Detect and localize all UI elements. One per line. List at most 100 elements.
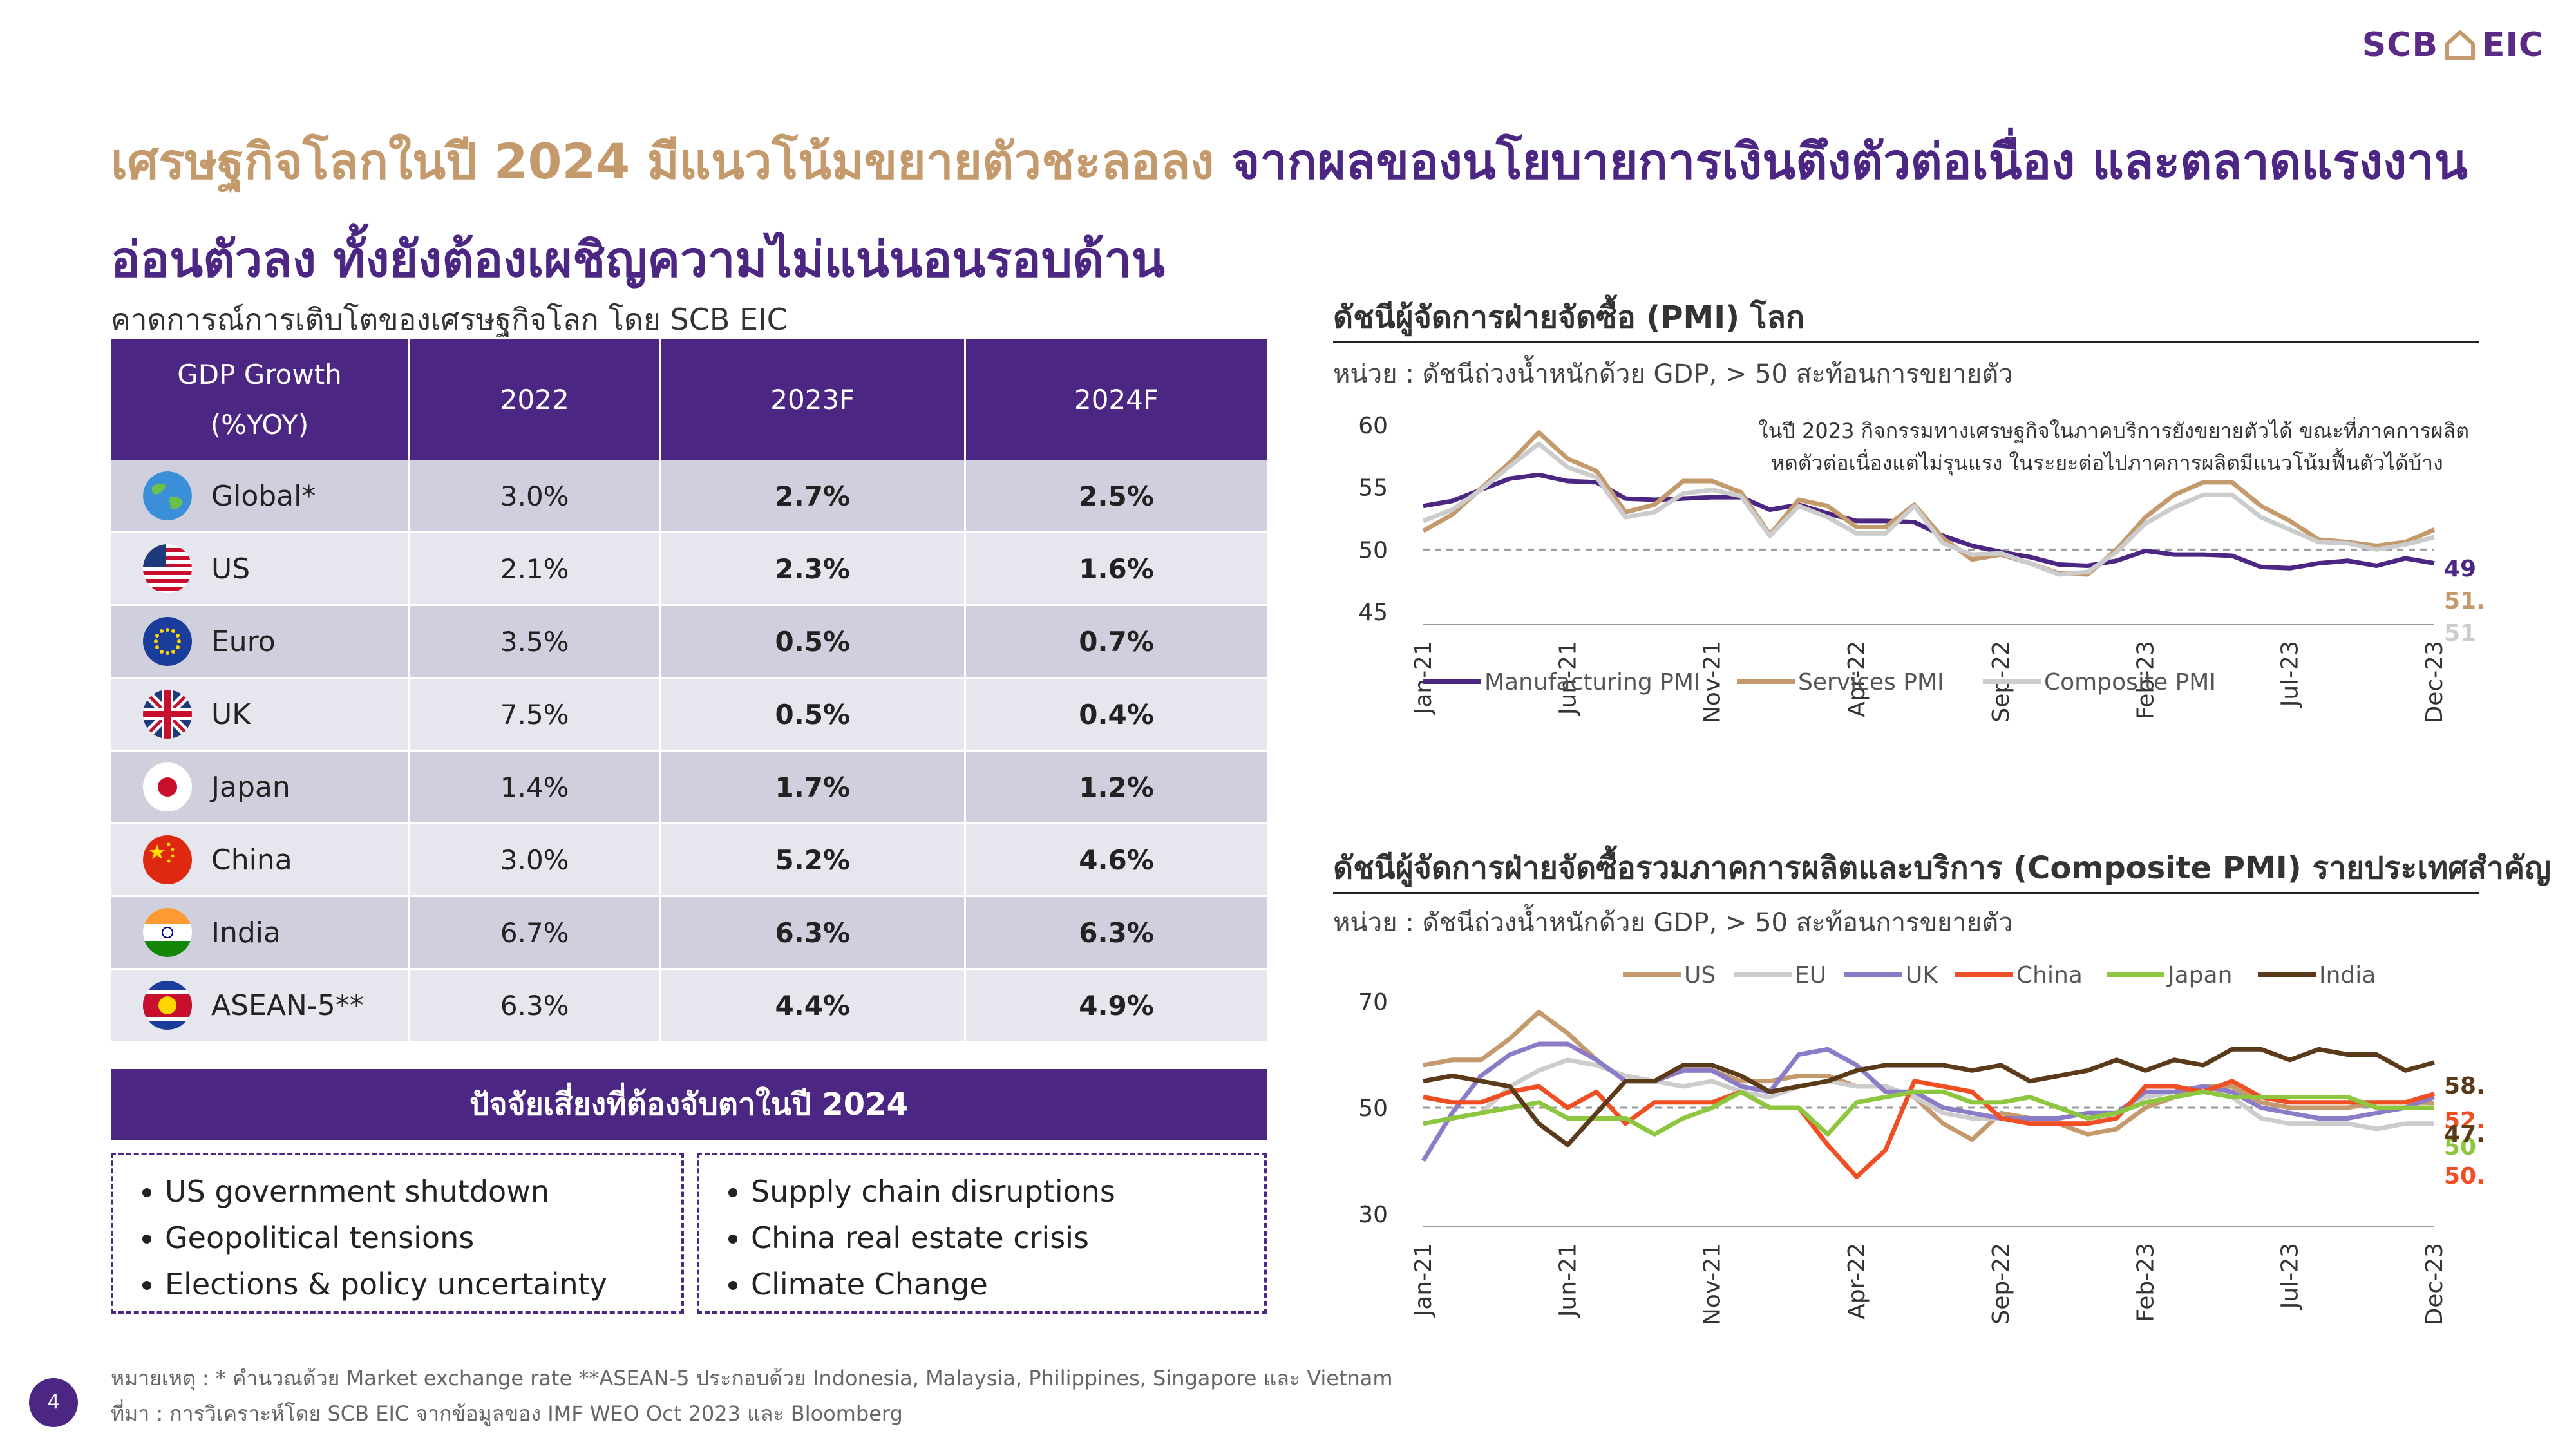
table-row: US 2.1% 2.3% 1.6% xyxy=(111,532,1267,606)
risk-item: Geopolitical tensions xyxy=(165,1215,662,1261)
uk-line xyxy=(1421,1041,2436,1162)
country-cell: Global* xyxy=(111,460,410,533)
legend-label: China xyxy=(2016,962,2083,989)
value-2024f: 6.3% xyxy=(965,896,1267,970)
x-tick-label: Jul-23 xyxy=(2277,641,2304,708)
y-tick-label: 60 xyxy=(1358,413,1388,439)
risk-item: Supply chain disruptions xyxy=(751,1168,1245,1215)
india-line xyxy=(1423,1046,2435,1148)
india-flag-icon xyxy=(143,908,192,957)
y-tick-label: 55 xyxy=(1358,475,1388,502)
value-2022: 6.7% xyxy=(409,896,661,970)
country-name: Global* xyxy=(211,479,316,513)
legend-label: India xyxy=(2319,962,2376,989)
table-header-2023f: 2023F xyxy=(660,339,967,460)
x-tick-label: Feb-23 xyxy=(2132,1243,2159,1322)
country-cell: China xyxy=(111,823,410,897)
table-header-2024f: 2024F xyxy=(965,339,1267,460)
country-name: China xyxy=(211,843,292,876)
value-2022: 3.0% xyxy=(409,460,661,533)
risk-item: China real estate crisis xyxy=(751,1215,1245,1261)
risk-item: Climate Change xyxy=(751,1261,1245,1307)
eu-line xyxy=(1423,1057,2434,1132)
asean-flag-icon xyxy=(143,981,192,1030)
chart1-unit: หน่วย : ดัชนีถ่วงน้ำหนักด้วย GDP, > 50 ส… xyxy=(1333,359,2013,389)
scb-eic-logo: SCB EIC xyxy=(2362,26,2544,64)
end-value-label: 50 xyxy=(2444,1134,2476,1160)
legend-label: Composite PMI xyxy=(2044,669,2216,696)
composite-pmi-country-chart: 30 50 70 Jan-21 Jun-21 Nov-21 Apr-22 Sep-22 Feb-… xyxy=(1358,962,2486,1325)
x-tick-label: Nov-21 xyxy=(1700,641,1726,723)
legend-label: US xyxy=(1684,962,1716,989)
eu-flag-icon xyxy=(143,617,192,666)
country-cell: India xyxy=(111,896,410,970)
value-2024f: 1.6% xyxy=(965,532,1267,606)
country-name: US xyxy=(211,552,251,585)
y-tick-label: 30 xyxy=(1358,1202,1388,1228)
x-tick-label: Jul-23 xyxy=(2277,1243,2304,1310)
chart1-divider xyxy=(1333,341,2479,343)
value-2023f: 6.3% xyxy=(660,896,967,970)
value-2022: 6.3% xyxy=(409,969,661,1043)
chart1-annotation-line2: หดตัวต่อเนื่องแต่ไม่รุนแรง ในระยะต่อไปภา… xyxy=(1771,448,2443,476)
x-tick-label: Jun-21 xyxy=(1555,1243,1581,1318)
header-gdp-line1: GDP Growth xyxy=(177,359,342,390)
china-flag-icon xyxy=(143,835,192,884)
value-2022: 1.4% xyxy=(409,750,661,824)
table-row: Euro 3.5% 0.5% 0.7% xyxy=(111,605,1267,679)
value-2023f: 5.2% xyxy=(660,823,967,897)
end-value-label: 52.6 xyxy=(2444,1108,2486,1134)
country-name: Euro xyxy=(211,625,276,658)
footnote-note: หมายเหตุ : * คำนวณด้วย Market exchange r… xyxy=(111,1366,1393,1390)
x-tick-label: Sep-22 xyxy=(1988,1243,2014,1325)
chart1-annotation-line1: ในปี 2023 กิจกรรมทางเศรษฐกิจในภาคบริการย… xyxy=(1758,417,2469,444)
table-row: ASEAN-5** 6.3% 4.4% 4.9% xyxy=(111,969,1267,1043)
value-2023f: 0.5% xyxy=(660,605,967,679)
country-name: UK xyxy=(211,697,251,731)
value-2022: 2.1% xyxy=(409,532,661,606)
manufacturing-pmi-line xyxy=(1423,472,2435,571)
us-flag-icon xyxy=(143,544,192,593)
legend-label: EU xyxy=(1795,962,1826,989)
country-cell: US xyxy=(111,532,410,606)
end-value-label: 51.6 xyxy=(2444,588,2486,614)
x-tick-label: Dec-23 xyxy=(2421,1243,2448,1325)
legend-label: UK xyxy=(1906,962,1938,989)
y-tick-label: 70 xyxy=(1358,989,1388,1016)
footnote-source: ที่มา : การวิเคราะห์โดย SCB EIC จากข้อมู… xyxy=(111,1401,903,1426)
value-2024f: 0.7% xyxy=(965,605,1267,679)
x-tick-label: Jan-21 xyxy=(1410,1243,1437,1318)
page-number: 4 xyxy=(29,1378,78,1427)
value-2024f: 0.4% xyxy=(965,677,1267,752)
value-2024f: 4.9% xyxy=(965,969,1267,1043)
legend-label: Services PMI xyxy=(1798,669,1944,696)
y-tick-label: 50 xyxy=(1358,537,1388,564)
value-2022: 3.5% xyxy=(409,605,661,679)
risk-item: US government shutdown xyxy=(165,1168,662,1215)
risk-box-right: Supply chain disruptions China real esta… xyxy=(697,1153,1267,1314)
chart2-divider xyxy=(1333,892,2479,894)
risk-factors-header: ปัจจัยเสี่ยงที่ต้องจับตาในปี 2024 xyxy=(111,1069,1267,1140)
value-2023f: 4.4% xyxy=(660,969,967,1043)
country-cell: UK xyxy=(111,677,410,752)
logo-text-right: EIC xyxy=(2481,26,2544,64)
country-cell: ASEAN-5** xyxy=(111,969,410,1043)
legend-label: Manufacturing PMI xyxy=(1484,669,1701,696)
value-2023f: 0.5% xyxy=(660,677,967,752)
logo-text-left: SCB xyxy=(2362,26,2438,64)
title-line2: อ่อนตัวลง ทั้งยังต้องเผชิญความไม่แน่นอนร… xyxy=(111,231,1166,288)
table-header-gdp: GDP Growth (%YOY) xyxy=(111,339,410,460)
risk-item: Elections & policy uncertainty xyxy=(165,1261,662,1307)
value-2023f: 1.7% xyxy=(660,750,967,824)
y-tick-label: 50 xyxy=(1358,1095,1388,1122)
x-tick-label: Apr-22 xyxy=(1844,1243,1870,1320)
header-gdp-line2: (%YOY) xyxy=(210,409,309,440)
chart1-title: ดัชนีผู้จัดการฝ่ายจัดซื้อ (PMI) โลก xyxy=(1333,299,1805,336)
table-row: Japan 1.4% 1.7% 1.2% xyxy=(111,750,1267,824)
table-header-2022: 2022 xyxy=(409,339,661,460)
country-name: ASEAN-5** xyxy=(211,989,364,1022)
table-caption: คาดการณ์การเติบโตของเศรษฐกิจโลก โดย SCB … xyxy=(111,302,788,337)
globe-icon xyxy=(143,471,192,520)
table-row: India 6.7% 6.3% 6.3% xyxy=(111,896,1267,970)
